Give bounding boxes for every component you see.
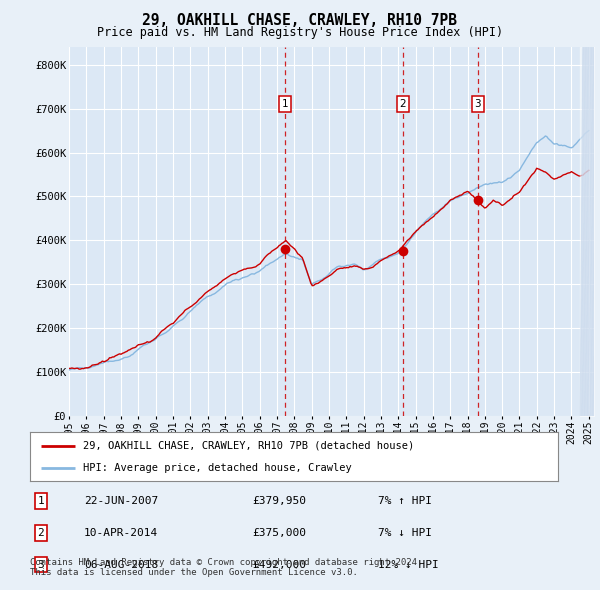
Text: 29, OAKHILL CHASE, CRAWLEY, RH10 7PB (detached house): 29, OAKHILL CHASE, CRAWLEY, RH10 7PB (de… [83, 441, 414, 451]
Text: Price paid vs. HM Land Registry's House Price Index (HPI): Price paid vs. HM Land Registry's House … [97, 26, 503, 39]
Text: 1: 1 [37, 496, 44, 506]
Text: 3: 3 [475, 99, 481, 109]
Text: £492,000: £492,000 [252, 560, 306, 569]
Text: £375,000: £375,000 [252, 528, 306, 537]
Text: £379,950: £379,950 [252, 496, 306, 506]
Text: 29, OAKHILL CHASE, CRAWLEY, RH10 7PB: 29, OAKHILL CHASE, CRAWLEY, RH10 7PB [143, 13, 458, 28]
Text: 2: 2 [37, 528, 44, 537]
Text: 22-JUN-2007: 22-JUN-2007 [84, 496, 158, 506]
Text: 10-APR-2014: 10-APR-2014 [84, 528, 158, 537]
Text: Contains HM Land Registry data © Crown copyright and database right 2024.
This d: Contains HM Land Registry data © Crown c… [30, 558, 422, 577]
Text: HPI: Average price, detached house, Crawley: HPI: Average price, detached house, Craw… [83, 463, 352, 473]
Text: 7% ↓ HPI: 7% ↓ HPI [378, 528, 432, 537]
Text: 1: 1 [282, 99, 289, 109]
Text: 12% ↓ HPI: 12% ↓ HPI [378, 560, 439, 569]
Text: 7% ↑ HPI: 7% ↑ HPI [378, 496, 432, 506]
Text: 06-AUG-2018: 06-AUG-2018 [84, 560, 158, 569]
Text: 3: 3 [37, 560, 44, 569]
Text: 2: 2 [400, 99, 406, 109]
